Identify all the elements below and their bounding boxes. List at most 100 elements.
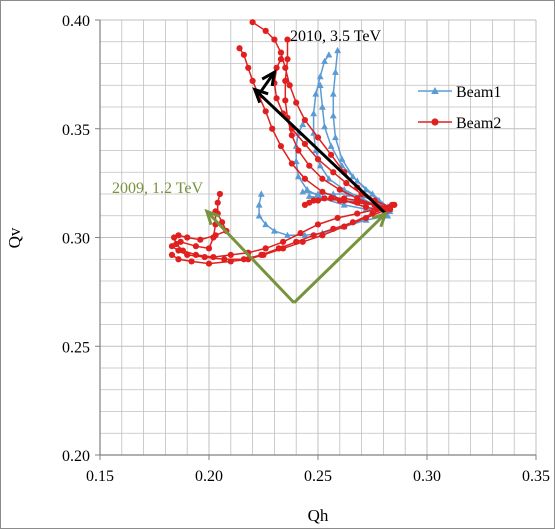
data-point (192, 243, 200, 250)
data-point (303, 186, 311, 193)
data-point (336, 197, 343, 204)
data-point (257, 190, 265, 197)
data-point (321, 57, 328, 65)
x-tick-label: 0.20 (195, 468, 223, 485)
data-point (305, 192, 313, 199)
y-tick-label: 0.25 (62, 339, 90, 356)
data-point (227, 251, 234, 258)
legend: Beam1 Beam2 (418, 84, 501, 132)
data-point (334, 214, 341, 222)
data-point (301, 116, 309, 124)
data-point (245, 64, 252, 71)
data-point (362, 203, 370, 211)
data-point (284, 231, 291, 239)
data-point (205, 245, 213, 252)
data-point (284, 36, 291, 43)
data-point (277, 49, 285, 56)
axes: 0.15 0.20 0.25 0.30 0.35 0.20 0.25 0.30 0.35 0.40 (62, 13, 550, 485)
data-point (319, 232, 326, 239)
data-point (249, 77, 256, 84)
data-point (273, 64, 280, 71)
data-point (314, 156, 322, 163)
data-point (288, 132, 295, 139)
data-point (314, 134, 322, 141)
annotation-layer: 2010, 3.5 TeV 2009, 1.2 TeV (112, 28, 389, 304)
data-point (301, 140, 309, 148)
data-point (282, 77, 289, 84)
series-line (295, 124, 390, 213)
y-tick-label: 0.20 (62, 448, 90, 465)
data-point (343, 180, 350, 187)
data-point (240, 51, 247, 58)
data-point (262, 108, 269, 115)
data-point (262, 220, 270, 228)
y-axis-title: Qv (5, 227, 24, 248)
data-point (310, 232, 317, 239)
data-point (214, 199, 221, 206)
data-point (295, 147, 302, 154)
arrow-2010-short (257, 71, 276, 95)
data-point (338, 155, 346, 162)
data-point (280, 238, 287, 245)
data-point (175, 232, 182, 239)
legend-marker (431, 118, 439, 126)
data-point (329, 90, 337, 97)
data-point (184, 234, 191, 241)
data-point (312, 90, 320, 97)
data-point (262, 245, 269, 252)
arrow-2010-short-head (261, 69, 277, 87)
data-point (325, 51, 333, 58)
data-point (177, 238, 184, 245)
data-point (168, 251, 176, 258)
data-point (327, 142, 335, 149)
data-point (369, 190, 376, 197)
data-point (314, 221, 322, 228)
data-point (216, 190, 223, 198)
data-point (294, 173, 302, 180)
data-point (227, 258, 234, 265)
data-point (236, 45, 243, 52)
data-point (334, 46, 342, 54)
data-point (318, 103, 326, 110)
data-point (299, 188, 307, 195)
data-point (168, 243, 176, 250)
annotation-2010-label: 2010, 3.5 TeV (290, 28, 381, 45)
y-tick-label: 0.35 (62, 122, 90, 139)
data-point (280, 245, 287, 252)
data-point (310, 197, 317, 204)
data-point (332, 133, 339, 141)
arrow-2009-left (205, 210, 296, 304)
legend-label: Beam2 (456, 115, 501, 132)
data-point (286, 82, 293, 89)
data-point (321, 122, 328, 130)
data-point (282, 64, 289, 71)
data-point (201, 253, 208, 261)
data-point (314, 190, 322, 197)
data-point (299, 238, 306, 245)
x-tick-label: 0.35 (522, 468, 550, 485)
data-point (249, 19, 256, 26)
data-point (312, 146, 320, 154)
data-point (299, 120, 307, 128)
data-point (340, 201, 348, 208)
data-point (221, 256, 228, 263)
series-line (319, 85, 389, 208)
data-point (192, 251, 200, 258)
x-axis-title: Qh (308, 506, 329, 525)
data-point (210, 253, 217, 261)
data-point (271, 36, 278, 43)
legend-marker (431, 87, 439, 94)
data-point (269, 125, 276, 132)
annotation-2009-label: 2009, 1.2 TeV (112, 180, 203, 197)
data-point (319, 175, 326, 182)
data-point (327, 151, 335, 158)
data-point (175, 247, 182, 254)
data-point (353, 177, 361, 184)
legend-label: Beam1 (456, 84, 501, 101)
data-point (325, 175, 333, 182)
data-point (284, 56, 291, 63)
data-point (316, 81, 324, 88)
y-tick-label: 0.30 (62, 231, 90, 248)
data-point (384, 206, 391, 213)
